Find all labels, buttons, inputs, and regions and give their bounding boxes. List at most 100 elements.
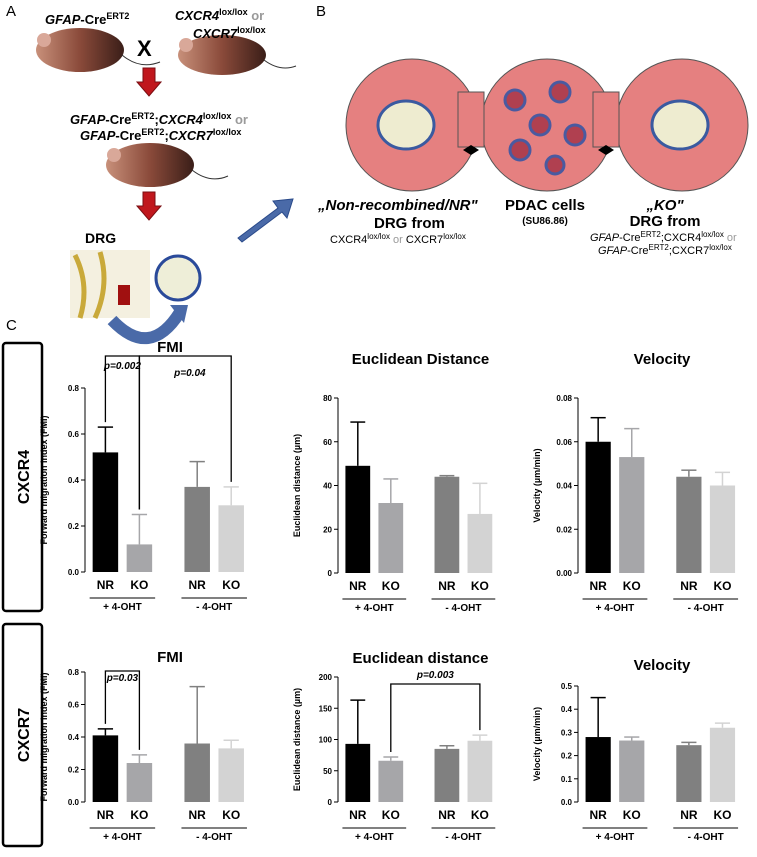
bar xyxy=(434,748,460,802)
drg-illustration xyxy=(70,250,202,344)
y-tick-label: 0.5 xyxy=(561,682,573,691)
bar xyxy=(218,748,244,802)
x-tick-label: NR xyxy=(349,579,367,593)
y-tick-label: 0.2 xyxy=(561,752,573,761)
y-tick-label: 0.4 xyxy=(68,476,80,485)
panel-label: C xyxy=(6,317,17,334)
y-tick-label: 0.2 xyxy=(68,766,80,775)
genotype: CXCR4lox/lox or xyxy=(175,7,264,23)
chart-title: FMI xyxy=(157,339,183,356)
y-tick-label: 20 xyxy=(323,525,332,534)
group-label: + 4-OHT xyxy=(355,832,394,843)
y-tick-label: 0 xyxy=(328,569,333,578)
x-tick-label: NR xyxy=(189,578,207,592)
y-tick-label: 0.08 xyxy=(556,394,572,403)
bar xyxy=(126,763,153,802)
row-label: CXCR4 xyxy=(16,450,33,504)
y-tick-label: 0.06 xyxy=(556,438,572,447)
bar xyxy=(619,457,645,573)
x-tick-label: KO xyxy=(623,808,641,822)
y-tick-label: 0.3 xyxy=(561,728,573,737)
x-tick-label: KO xyxy=(222,578,240,592)
bar xyxy=(709,485,736,573)
group-label: - 4-OHT xyxy=(196,602,232,613)
group-label: + 4-OHT xyxy=(596,603,635,614)
group-label: - 4-OHT xyxy=(445,832,481,843)
x-tick-label: NR xyxy=(438,579,456,593)
chart-title: Velocity xyxy=(634,351,691,368)
y-tick-label: 0.0 xyxy=(561,798,573,807)
significance-bracket xyxy=(138,355,232,510)
bar xyxy=(434,476,460,573)
group-label: + 4-OHT xyxy=(103,832,142,843)
bar xyxy=(467,740,493,802)
x-tick-label: NR xyxy=(589,808,607,822)
chart-title: FMI xyxy=(157,649,183,666)
bar xyxy=(378,503,404,573)
x-tick-label: NR xyxy=(589,579,607,593)
y-tick-label: 0.8 xyxy=(68,384,80,393)
y-tick-label: 200 xyxy=(319,673,333,682)
x-tick-label: KO xyxy=(222,808,240,822)
group-label: + 4-OHT xyxy=(355,603,394,614)
x-tick-label: NR xyxy=(438,808,456,822)
bar xyxy=(585,441,611,573)
y-tick-label: 50 xyxy=(323,767,332,776)
x-tick-label: KO xyxy=(382,808,400,822)
y-axis-label: Velocity (µm/min) xyxy=(532,448,542,522)
y-tick-label: 0.2 xyxy=(68,522,80,531)
y-tick-label: 40 xyxy=(323,482,332,491)
bar xyxy=(184,486,210,572)
significance-bracket xyxy=(390,683,481,752)
x-tick-label: NR xyxy=(189,808,207,822)
bar xyxy=(676,745,702,802)
x-tick-label: KO xyxy=(471,808,489,822)
bar xyxy=(218,505,244,572)
y-tick-label: 0.00 xyxy=(556,569,572,578)
chart-title: Euclidean distance xyxy=(353,650,489,667)
bar xyxy=(467,513,493,573)
y-tick-label: 0.6 xyxy=(68,430,80,439)
x-tick-label: KO xyxy=(623,579,641,593)
arrow xyxy=(237,198,294,243)
y-axis-label: Forward migration index (FMI) xyxy=(39,672,49,801)
bar xyxy=(345,743,371,802)
y-tick-label: 0.0 xyxy=(68,568,80,577)
bar xyxy=(184,743,210,802)
bar xyxy=(92,452,119,572)
genotype: CXCR4lox/lox or CXCR7lox/lox xyxy=(330,232,466,246)
y-tick-label: 0.8 xyxy=(68,668,80,677)
y-tick-label: 0.4 xyxy=(68,733,80,742)
condition-label: DRG from xyxy=(630,213,701,230)
y-tick-label: 0.4 xyxy=(561,705,573,714)
x-tick-label: KO xyxy=(713,808,731,822)
y-tick-label: 0.04 xyxy=(556,482,572,491)
x-tick-label: KO xyxy=(382,579,400,593)
x-tick-label: NR xyxy=(680,808,698,822)
x-tick-label: NR xyxy=(349,808,367,822)
genotype: GFAP-CreERT2;CXCR4lox/lox or xyxy=(70,111,248,127)
x-tick-label: KO xyxy=(471,579,489,593)
bar xyxy=(709,727,736,802)
y-axis-label: Euclidean distance (µm) xyxy=(292,688,302,791)
bar xyxy=(92,735,119,802)
bar xyxy=(619,740,645,802)
genotype: CXCR7lox/lox xyxy=(193,25,266,41)
cross: X xyxy=(137,36,152,61)
condition-label: (SU86.86) xyxy=(522,216,568,227)
bar xyxy=(585,737,611,802)
x-tick-label: KO xyxy=(130,808,148,822)
y-tick-label: 0.0 xyxy=(68,798,80,807)
y-tick-label: 150 xyxy=(319,704,333,713)
x-tick-label: NR xyxy=(97,578,115,592)
group-label: + 4-OHT xyxy=(596,832,635,843)
y-axis-label: Forward migration index (FMI) xyxy=(39,415,49,544)
genotype: GFAP-CreERT2;CXCR7lox/lox xyxy=(80,127,241,143)
mouse xyxy=(36,28,297,187)
condition-label: „Non-recombined/NR" xyxy=(317,197,479,214)
y-tick-label: 0 xyxy=(328,798,333,807)
chart-title: Euclidean Distance xyxy=(352,351,490,368)
condition-label: „KO" xyxy=(645,197,684,214)
annotation: p=0.003 xyxy=(416,670,454,681)
